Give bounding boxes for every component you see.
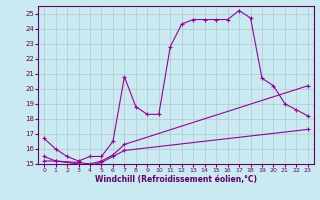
X-axis label: Windchill (Refroidissement éolien,°C): Windchill (Refroidissement éolien,°C) xyxy=(95,175,257,184)
